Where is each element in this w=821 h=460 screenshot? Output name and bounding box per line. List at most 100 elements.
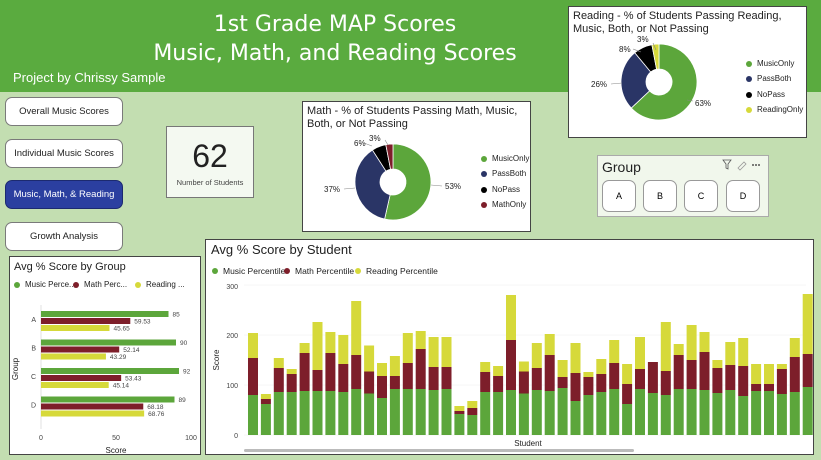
student-bar-33-0 [673,389,684,435]
reading-pie-slice-3 [651,43,660,70]
student-chart-xlabel: Student [514,439,542,448]
group-bar-label-B-0: 90 [180,340,188,347]
student-bar-27-2 [596,359,607,374]
student-bar-27-1 [596,374,607,392]
student-bar-7-2 [338,335,349,364]
student-bar-38-1 [738,366,749,396]
student-bar-37-0 [725,390,736,435]
student-bar-13-2 [415,331,426,349]
student-bar-0-0 [248,395,258,435]
group-option-c[interactable]: C [684,180,718,212]
student-bar-23-1 [544,355,555,391]
student-score-card: Avg % Score by Student Music Percentile … [205,239,814,455]
student-bar-4-0 [299,391,310,435]
student-count-value: 62 [192,137,228,174]
student-bar-18-1 [480,372,491,392]
student-bar-19-2 [493,366,504,376]
student-bar-12-2 [402,333,413,363]
student-bar-0-1 [248,358,258,395]
group-bar-A-0 [41,311,169,317]
group-bar-label-A-0: 85 [173,312,181,319]
reading-pie-label-passboth: 26% [591,80,607,89]
student-bar-3-2 [286,369,297,374]
student-bar-6-0 [325,391,336,435]
student-bar-35-1 [699,352,710,390]
student-bar-3-0 [286,392,297,435]
student-bar-14-1 [428,367,439,390]
student-bar-2-1 [273,368,284,392]
math-pie-slice-0 [384,143,432,221]
student-stacked-bar-chart: 300 200 100 0 Score Student [212,284,813,452]
student-bar-40-2 [764,364,774,384]
student-ytick-200: 200 [226,333,238,340]
student-ytick-300: 300 [226,284,238,291]
filter-icon[interactable] [722,159,732,170]
student-bar-29-2 [622,364,633,384]
group-bar-C-2 [41,382,109,388]
group-option-b[interactable]: B [643,180,677,212]
student-bar-12-1 [402,363,413,389]
student-legend-music: Music Percentile [212,266,285,276]
student-bar-26-1 [583,377,594,395]
nav-button-overall-music[interactable]: Overall Music Scores [5,97,123,126]
student-legend-math: Math Percentile [284,266,354,276]
nav-button-growth-analysis[interactable]: Growth Analysis [5,222,123,251]
horizontal-scrollbar[interactable] [244,449,634,452]
student-bar-5-0 [312,391,323,435]
student-bar-4-2 [299,343,310,353]
eraser-icon[interactable] [737,161,747,171]
group-bar-label-D-2: 68.76 [148,411,165,418]
student-bar-16-0 [454,414,465,435]
nav-button-music-math-reading[interactable]: Music, Math, & Reading [5,180,123,209]
student-bar-18-0 [480,392,491,435]
student-ytick-0: 0 [234,433,238,440]
more-options-icon[interactable] [752,164,754,166]
student-bar-40-0 [764,391,774,435]
student-bar-7-1 [338,364,349,392]
student-bar-10-0 [377,398,387,435]
student-bar-5-1 [312,370,323,391]
student-bar-28-2 [609,340,620,363]
group-category-A: A [31,317,36,324]
reading-pie-chart: 63% 26% 8% 3% [591,35,711,121]
group-option-d[interactable]: D [726,180,760,212]
group-category-B: B [31,346,36,353]
group-bar-D-2 [41,410,145,417]
math-pie-label-passboth: 37% [324,185,340,194]
group-bar-label-C-2: 45.14 [113,383,130,390]
group-bar-B-2 [41,353,106,360]
student-bar-36-0 [712,393,723,435]
group-bar-label-B-2: 43.29 [110,354,127,361]
math-pie-slice-1 [354,149,391,220]
student-bar-2-2 [273,358,284,368]
group-chart-xlabel: Score [106,446,127,455]
student-bar-35-2 [699,332,710,352]
slicer-toolbar [722,159,760,171]
group-legend-music: Music Perce... [14,280,76,289]
student-bar-18-2 [480,362,491,372]
group-slicer: Group A B C D [597,155,769,217]
student-bar-21-1 [518,371,529,394]
reading-legend-passboth: PassBoth [746,74,791,83]
title-line-1: 1st Grade MAP Scores [213,12,457,37]
group-bar-C-0 [41,368,179,374]
student-bar-33-2 [673,344,684,355]
math-pie-title: Math - % of Students Passing Math, Music… [307,105,518,130]
nav-button-individual-music[interactable]: Individual Music Scores [5,139,123,168]
student-bar-15-2 [441,337,452,367]
student-bar-0-2 [248,333,258,358]
student-bar-9-2 [364,345,375,372]
student-bar-15-0 [441,389,452,435]
student-bar-42-0 [789,392,800,435]
student-bar-43-0 [802,387,813,435]
student-bar-23-0 [544,391,555,435]
student-bar-37-2 [725,342,736,365]
student-bar-15-1 [441,367,452,389]
group-legend-math: Math Perc... [73,280,127,289]
student-bar-34-2 [686,325,697,360]
group-bar-label-D-1: 68.18 [147,404,164,411]
group-option-a[interactable]: A [602,180,636,212]
student-bar-19-1 [493,376,504,392]
student-bar-31-0 [647,393,658,435]
